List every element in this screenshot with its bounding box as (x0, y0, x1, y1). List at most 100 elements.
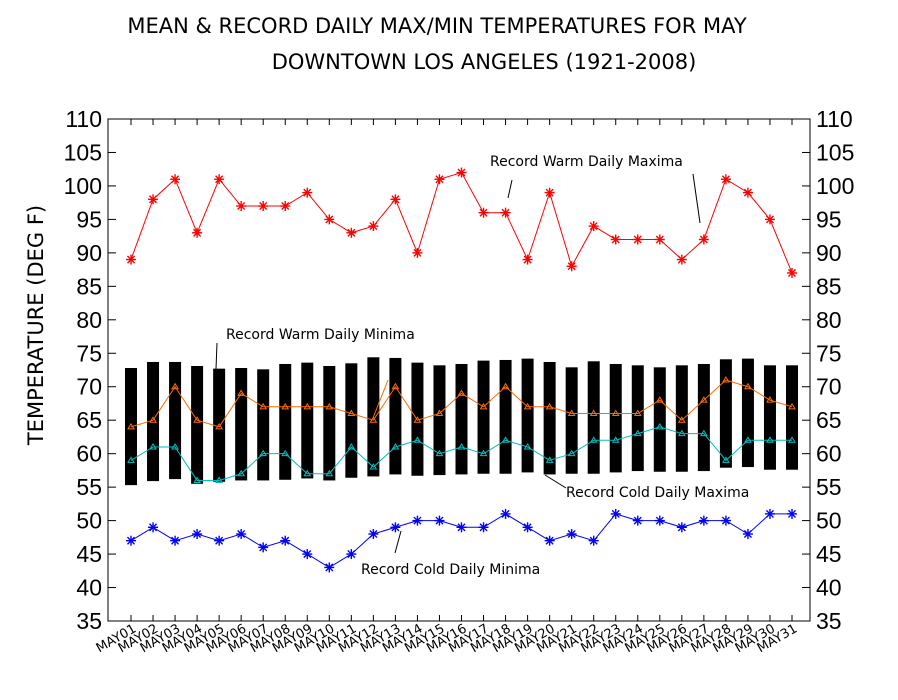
y-tick-label-left: 55 (76, 474, 102, 500)
data-point (457, 443, 466, 450)
data-point (170, 174, 181, 185)
data-point (610, 508, 621, 519)
y-tick-label-right: 105 (816, 139, 854, 165)
annotation-leader (692, 173, 701, 224)
data-point (325, 469, 334, 477)
data-point (522, 522, 533, 533)
data-point (655, 396, 664, 403)
data-point (744, 436, 752, 443)
data-point (545, 456, 554, 463)
data-point (566, 261, 577, 272)
data-point (654, 234, 665, 245)
annotation-leader (214, 342, 218, 396)
mean-range-bar (455, 363, 468, 475)
data-point (720, 515, 731, 526)
data-point (215, 422, 224, 430)
data-point (237, 469, 246, 477)
y-tick-label-left: 65 (76, 407, 102, 433)
data-point (435, 449, 444, 457)
data-point (281, 449, 290, 457)
data-point (787, 267, 797, 278)
data-point (259, 449, 268, 457)
data-point (303, 469, 312, 477)
data-point (567, 409, 576, 417)
y-tick-label-left: 95 (76, 206, 102, 232)
data-point (435, 409, 444, 417)
data-point (434, 174, 445, 185)
data-point (698, 234, 709, 245)
data-point (126, 254, 136, 265)
data-point (170, 535, 181, 546)
data-point (699, 396, 708, 403)
data-point (523, 443, 532, 450)
data-point (281, 402, 290, 410)
data-point (588, 535, 599, 546)
mean-range-bar (653, 367, 666, 472)
mean-range-bar (433, 365, 446, 476)
y-tick-label-right: 60 (816, 441, 842, 467)
data-point (193, 476, 201, 483)
data-point (698, 515, 709, 526)
mean-range-bar (763, 365, 776, 470)
y-tick-label-right: 100 (816, 173, 854, 199)
data-point (192, 227, 203, 238)
data-point (236, 201, 247, 212)
mean-range-bar (257, 369, 270, 481)
data-point (280, 535, 291, 546)
mean-range-bar (213, 368, 226, 482)
data-point (545, 402, 554, 410)
mean-range-bar (147, 361, 160, 482)
chart-subtitle: DOWNTOWN LOS ANGELES (1921-2008) (271, 50, 697, 74)
mean-range-bar (786, 365, 798, 470)
data-point (610, 234, 621, 245)
data-point (171, 443, 179, 450)
y-tick-label-right: 110 (816, 106, 853, 132)
data-point (346, 227, 357, 238)
data-point (788, 402, 796, 410)
y-tick-label-right: 50 (816, 508, 842, 534)
y-tick-label-left: 80 (76, 307, 102, 333)
data-point (766, 396, 774, 403)
data-point (412, 247, 423, 258)
data-point (412, 515, 423, 526)
series-line (130, 426, 792, 481)
data-point (391, 443, 400, 450)
data-point (478, 522, 489, 533)
mean-range-bar (719, 359, 732, 468)
data-point (633, 429, 642, 437)
y-tick-label-right: 70 (816, 374, 842, 400)
data-point (522, 254, 533, 265)
data-point (787, 508, 797, 519)
data-point (456, 522, 467, 533)
data-point (390, 194, 401, 205)
data-point (676, 254, 687, 265)
data-point (632, 515, 643, 526)
mean-range-bar (477, 360, 490, 474)
data-point (500, 508, 511, 519)
data-point (346, 549, 357, 560)
series-label: Record Cold Daily Maxima (566, 485, 749, 501)
data-point (148, 194, 159, 205)
data-point (258, 201, 269, 212)
data-point (479, 402, 488, 410)
data-point (149, 416, 157, 423)
data-point (764, 214, 775, 225)
data-point (391, 382, 400, 390)
series-label: Record Cold Daily Minima (361, 562, 540, 578)
mean-range-bar (631, 365, 644, 472)
data-point (325, 402, 334, 410)
data-point (722, 456, 730, 463)
data-point (215, 476, 224, 483)
data-point (434, 515, 445, 526)
series-line (130, 379, 793, 428)
mean-range-bar (609, 363, 622, 473)
data-point (544, 187, 555, 198)
data-point (699, 429, 708, 437)
data-point (303, 402, 312, 410)
mean-range-bar (543, 361, 556, 475)
y-tick-label-right: 65 (816, 407, 842, 433)
mean-range-bar (521, 358, 534, 473)
y-tick-label-left: 100 (64, 173, 102, 199)
data-point (324, 214, 335, 225)
